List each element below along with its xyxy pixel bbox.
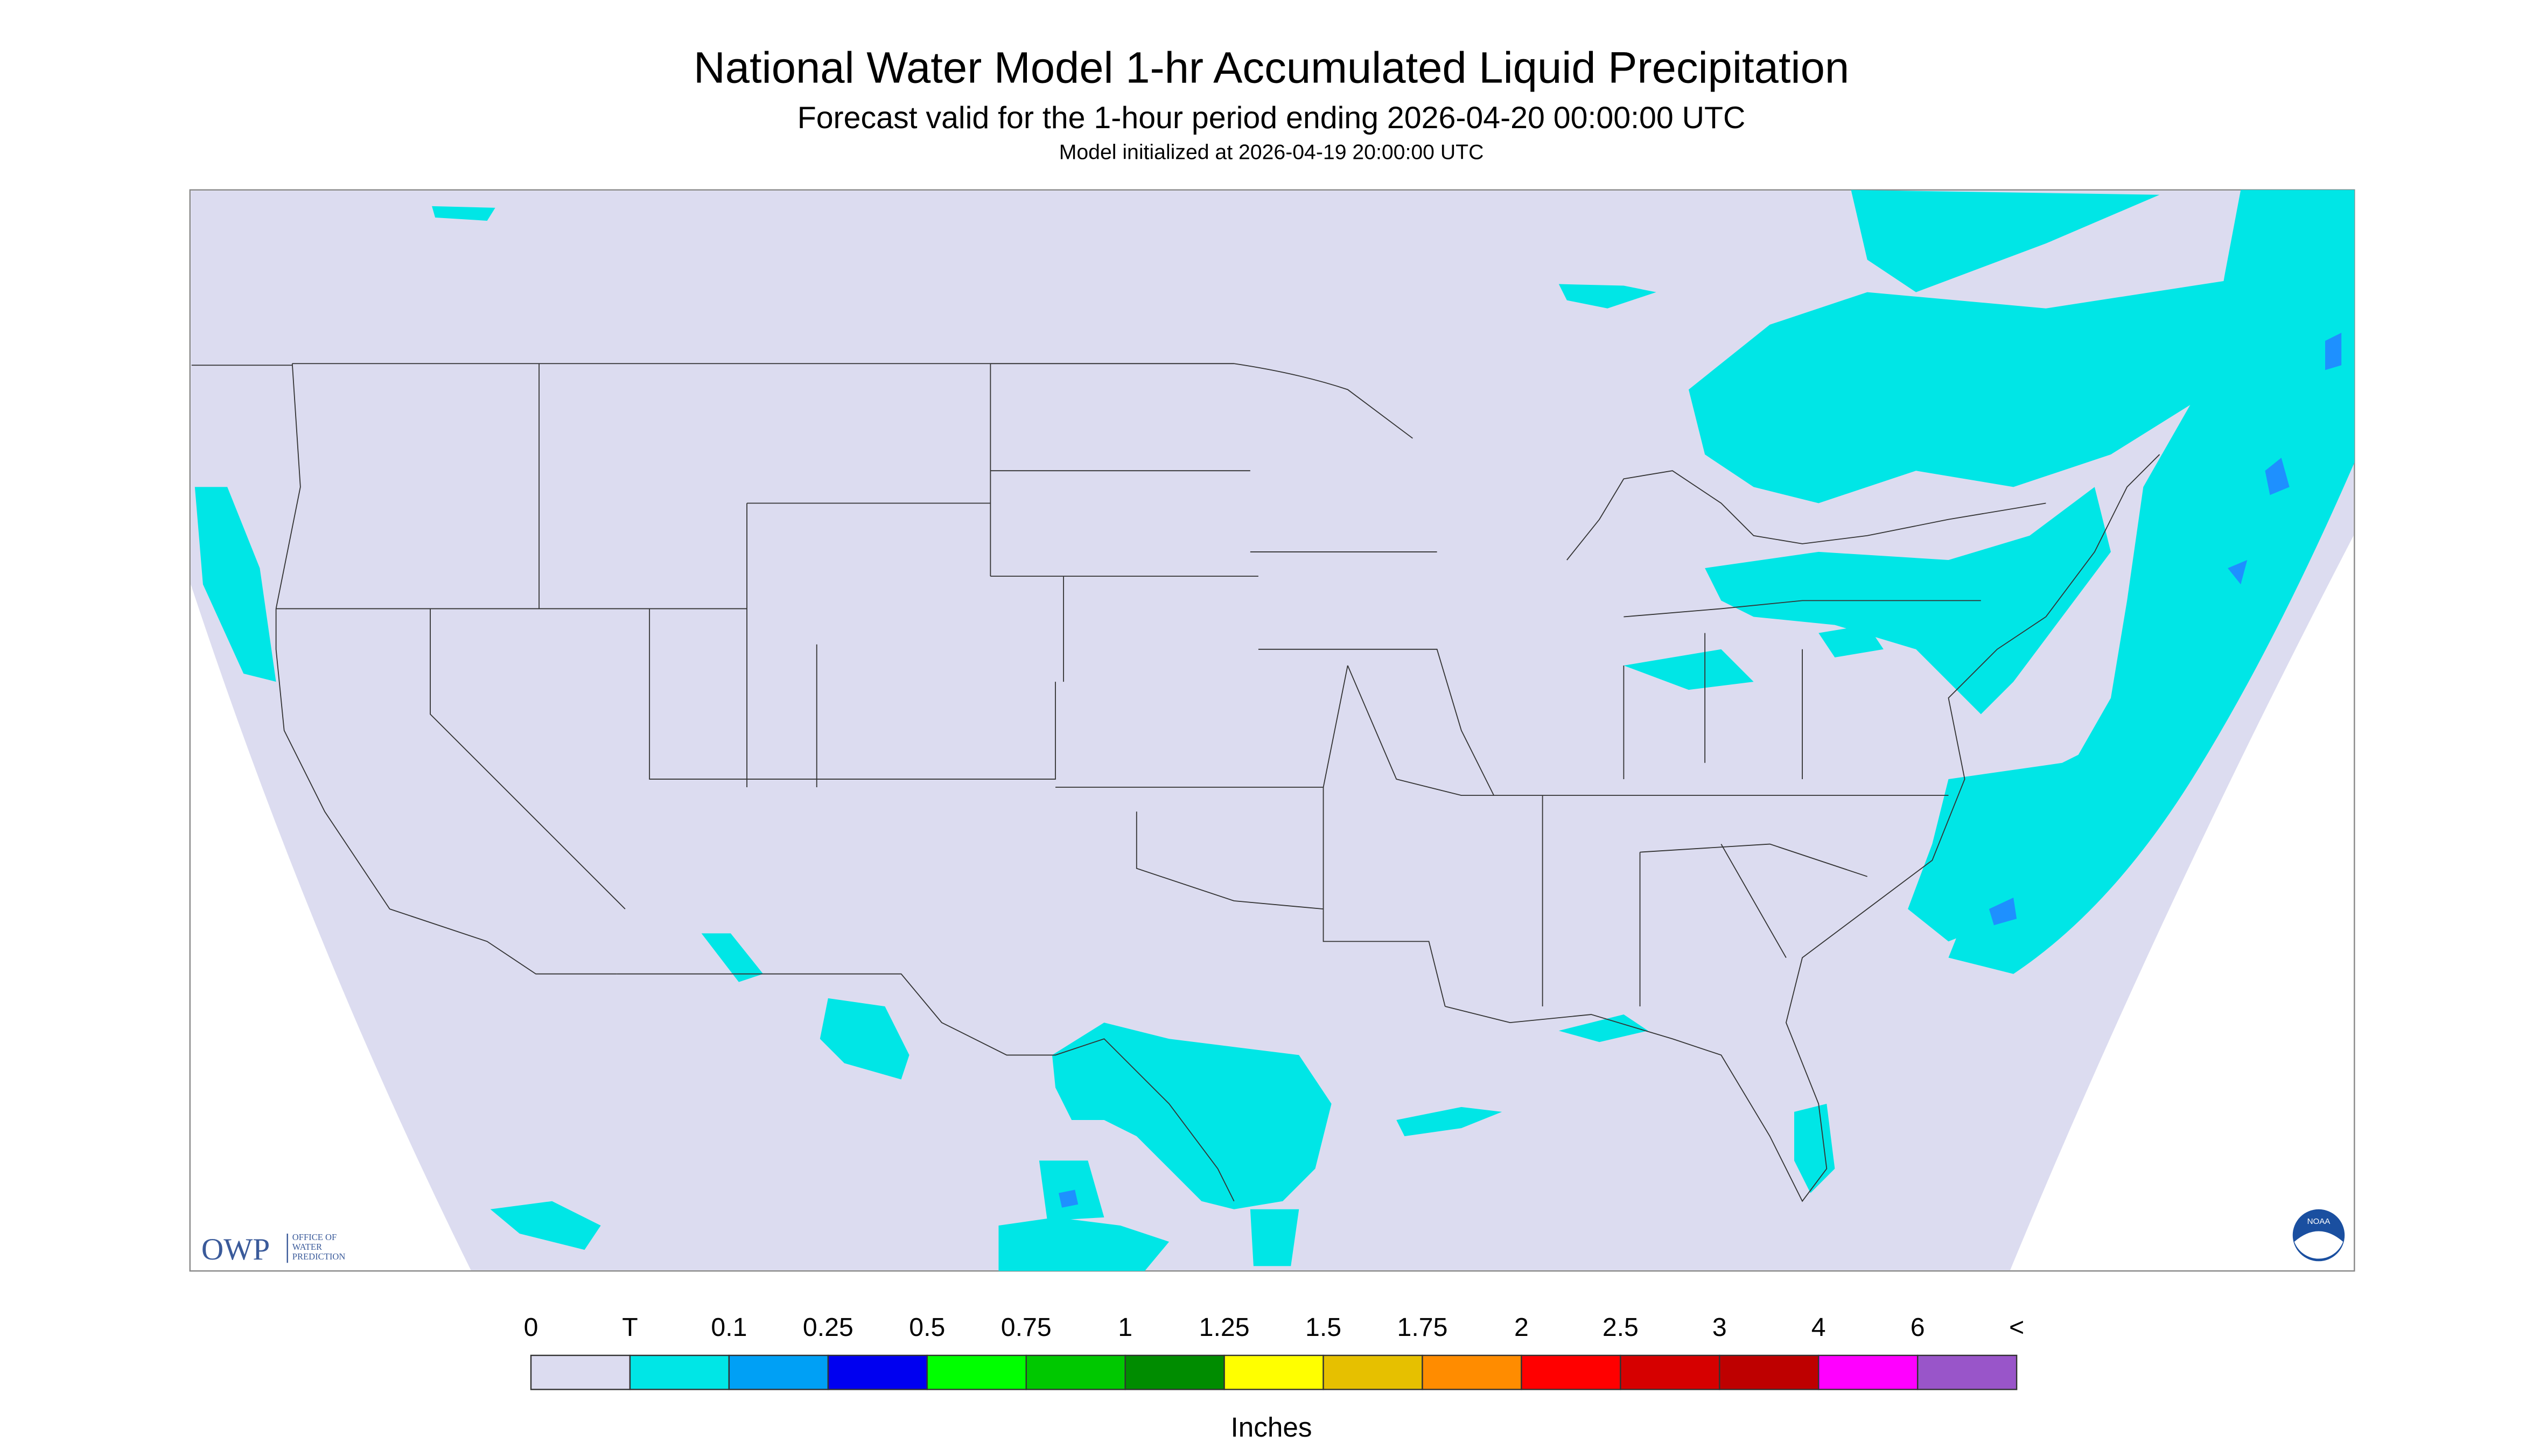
- logo-line: OFFICE OF: [292, 1232, 337, 1242]
- legend-swatch: [1719, 1354, 1820, 1390]
- legend-label: 0.1: [711, 1313, 747, 1342]
- logo-abbr: OWP: [201, 1233, 270, 1266]
- legend-label: 1: [1118, 1313, 1132, 1342]
- legend-label: 0.75: [1001, 1313, 1052, 1342]
- legend-swatch: [1521, 1354, 1621, 1390]
- legend-label: 0: [524, 1313, 538, 1342]
- legend-label: 1.75: [1397, 1313, 1448, 1342]
- legend-swatch: [1916, 1354, 2018, 1390]
- legend-swatch: [1025, 1354, 1126, 1390]
- legend-label: 0.25: [803, 1313, 853, 1342]
- legend-swatch: [1124, 1354, 1225, 1390]
- title: National Water Model 1-hr Accumulated Li…: [694, 44, 1849, 93]
- legend-label: 6: [1911, 1313, 1925, 1342]
- legend: 0 T 0.1 0.25 0.5 0.75 1 1.25 1.5 1.75 2 2.5 3 4 6 <: [524, 1313, 2024, 1390]
- legend-label: 4: [1811, 1313, 1826, 1342]
- legend-units: Inches: [1231, 1412, 1312, 1443]
- legend-label: 1.25: [1199, 1313, 1250, 1342]
- legend-swatch: [827, 1354, 928, 1390]
- legend-swatch: [1620, 1354, 1720, 1390]
- legend-swatch: [1422, 1354, 1522, 1390]
- legend-swatch: [1323, 1354, 1423, 1390]
- subtitle: Forecast valid for the 1-hour period end…: [797, 101, 1746, 135]
- noaa-logo: NOAA: [2292, 1209, 2345, 1262]
- legend-swatch: [1818, 1354, 1919, 1390]
- legend-label: 2.5: [1603, 1313, 1639, 1342]
- legend-label: 1.5: [1305, 1313, 1341, 1342]
- legend-label: 3: [1712, 1313, 1727, 1342]
- legend-label: T: [622, 1313, 638, 1342]
- legend-label: 2: [1514, 1313, 1529, 1342]
- legend-swatch: [1223, 1354, 1324, 1390]
- map: [189, 189, 2355, 1272]
- legend-label: <: [2009, 1313, 2024, 1342]
- legend-swatch: [629, 1354, 730, 1390]
- logo-line: PREDICTION: [292, 1251, 346, 1262]
- legend-label: 0.5: [909, 1313, 945, 1342]
- legend-swatch: [926, 1354, 1027, 1390]
- legend-swatch: [530, 1354, 631, 1390]
- owp-logo: OWP OFFICE OF WATER PREDICTION: [201, 1232, 345, 1266]
- legend-swatch: [728, 1354, 829, 1390]
- logo-line: WATER: [292, 1242, 323, 1252]
- init-time: Model initialized at 2026-04-19 20:00:00…: [1059, 141, 1484, 164]
- agency: NOAA: [2307, 1217, 2331, 1226]
